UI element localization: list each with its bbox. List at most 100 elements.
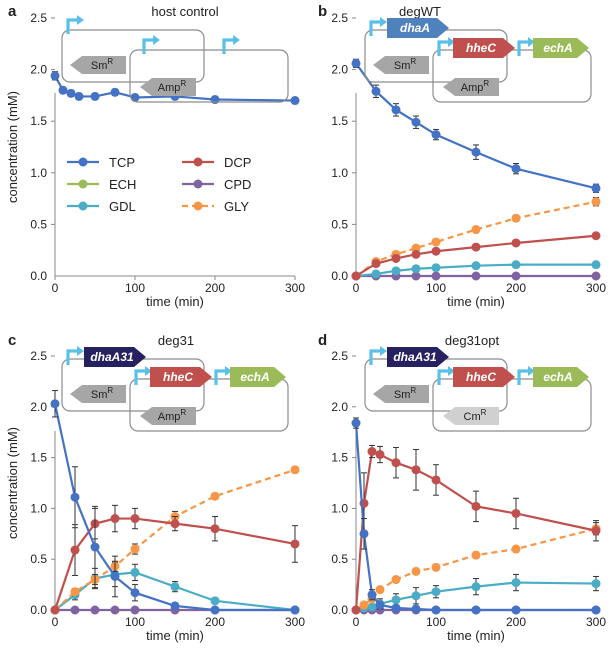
gene-arrow-shape (84, 347, 146, 367)
series-line (355, 62, 597, 190)
y-tick-label: 2.0 (30, 63, 47, 77)
marker-superscript: R (107, 57, 113, 66)
data-point (50, 71, 60, 81)
data-point (471, 261, 481, 271)
marker-name: Sm (91, 60, 108, 72)
gene-arrow: dhaA31 (84, 347, 146, 367)
data-point (130, 567, 140, 577)
y-tick-label: 0.0 (30, 603, 47, 617)
data-point (591, 260, 601, 270)
y-tick-label: 1.5 (30, 114, 47, 128)
x-tick-label: 300 (586, 281, 606, 295)
legend-marker (193, 201, 203, 211)
data-point (431, 271, 441, 281)
data-point (431, 587, 441, 597)
y-tick-label: 1.5 (30, 451, 47, 465)
resistance-marker: AmpR (140, 407, 196, 425)
marker-superscript: R (410, 386, 416, 395)
gene-arrow-shape (533, 367, 589, 387)
data-point (471, 582, 481, 592)
data-point (367, 590, 377, 600)
x-tick-label: 0 (52, 281, 59, 295)
gene-arrow: dhaA (387, 18, 449, 38)
data-point (591, 605, 601, 615)
data-point (290, 465, 300, 475)
promoter-arrow-icon (517, 366, 535, 385)
promoter-head (448, 37, 455, 47)
legend-label: GLY (224, 199, 249, 214)
x-tick-label: 100 (426, 615, 446, 629)
gene-arrow: hheC (453, 367, 515, 387)
data-point (371, 86, 381, 96)
y-tick-label: 1.0 (331, 166, 348, 180)
data-point (210, 596, 220, 606)
legend-label: CPD (224, 177, 251, 192)
marker-superscript: R (481, 408, 487, 417)
data-point (511, 578, 521, 588)
data-point (210, 491, 220, 501)
resistance-marker: SmR (70, 56, 126, 74)
data-point (66, 88, 76, 98)
data-point (511, 271, 521, 281)
promoter-stem (134, 369, 146, 385)
marker-label: CmR (464, 408, 487, 423)
promoter-stem (142, 38, 154, 54)
gene-arrow: dhaA31 (387, 347, 449, 367)
series-line (53, 517, 296, 611)
x-tick-label: 200 (506, 281, 526, 295)
data-point (411, 249, 421, 259)
data-point (70, 587, 80, 597)
x-tick-label: 300 (586, 615, 606, 629)
panel-letter: a (8, 3, 17, 20)
plasmid-outline (129, 49, 289, 103)
data-point (391, 458, 401, 468)
marker-name: Cm (464, 411, 481, 423)
gene-arrow-shape (230, 367, 286, 387)
series-tcp (351, 58, 601, 193)
gene-arrow: hheC (453, 38, 515, 58)
series-line (355, 527, 597, 611)
promoter-stem (214, 369, 226, 385)
promoter-arrow-icon (437, 37, 455, 56)
marker-arrow-shape (140, 407, 196, 425)
data-point (411, 465, 421, 475)
marker-label: SmR (394, 57, 417, 72)
data-point (411, 591, 421, 601)
data-point (371, 259, 381, 269)
marker-superscript: R (180, 79, 186, 88)
data-point (359, 600, 369, 610)
data-point (471, 147, 481, 157)
promoter-stem (517, 369, 529, 385)
data-point (371, 269, 381, 279)
promoter-head (153, 35, 160, 45)
data-point (591, 271, 601, 281)
data-point (367, 602, 377, 612)
legend-marker (193, 157, 203, 167)
promoter-head (528, 37, 535, 47)
series-line (53, 403, 295, 612)
legend-item-cpd: CPD (182, 177, 251, 192)
y-tick-label: 0.5 (331, 552, 348, 566)
data-point (130, 605, 140, 615)
series-tcp (351, 417, 601, 615)
legend-label: GDL (109, 199, 136, 214)
legend-label: DCP (224, 155, 251, 170)
promoter-arrow-icon (437, 366, 455, 385)
marker-arrow-shape (373, 56, 429, 74)
y-tick-label: 0.5 (30, 217, 47, 231)
data-point (110, 87, 120, 97)
data-point (431, 130, 441, 140)
y-tick-label: 2.0 (331, 63, 348, 77)
series-dcp (50, 504, 300, 615)
data-point (210, 605, 220, 615)
x-tick-label: 300 (285, 281, 305, 295)
marker-label: AmpR (158, 408, 187, 423)
data-point (359, 529, 369, 539)
gene-arrow: echA (533, 38, 589, 58)
data-point (391, 253, 401, 263)
marker-name: Amp (158, 411, 181, 423)
data-point (591, 197, 601, 207)
legend-marker (78, 179, 88, 189)
